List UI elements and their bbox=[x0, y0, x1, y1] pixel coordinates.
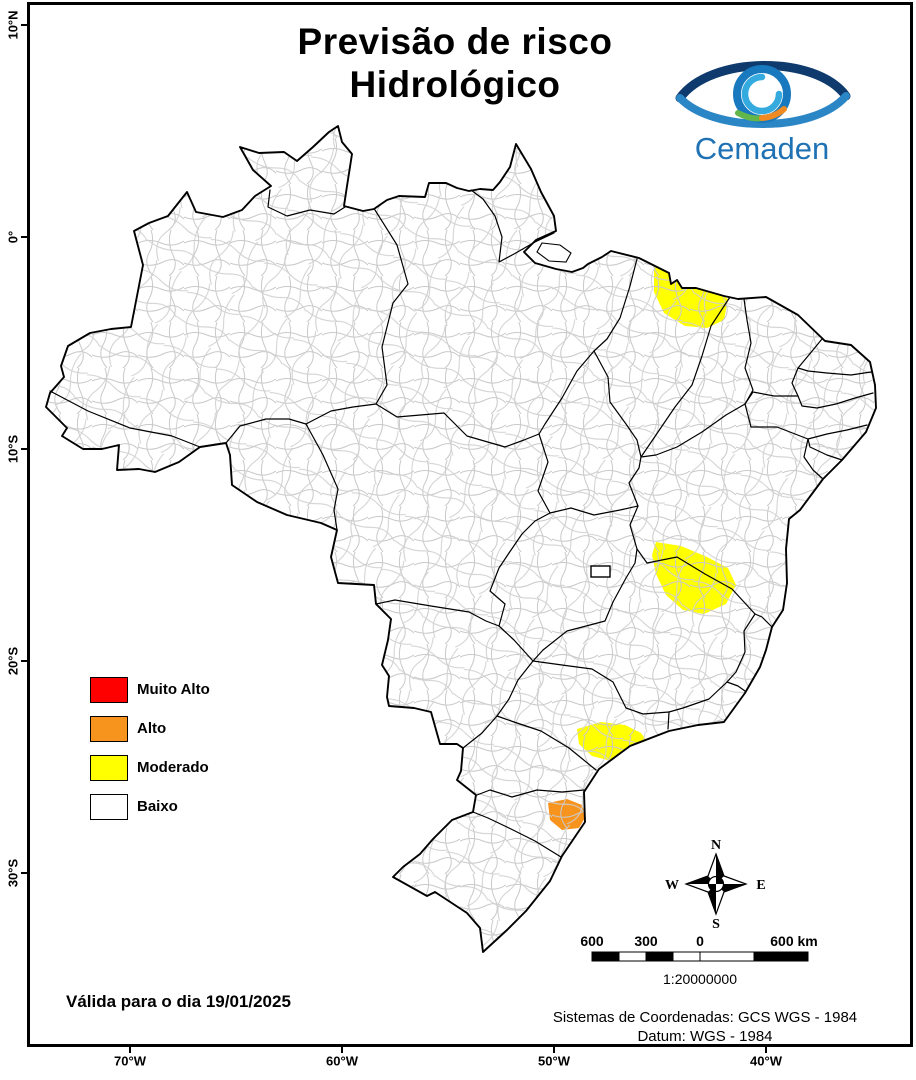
title-line2: Hidrológico bbox=[349, 64, 561, 105]
state-border bbox=[532, 649, 544, 662]
state-border bbox=[791, 367, 799, 397]
state-border bbox=[743, 298, 754, 405]
legend-label-baixo: Baixo bbox=[137, 798, 178, 815]
state-border bbox=[305, 403, 377, 425]
state-border bbox=[374, 209, 409, 405]
state-borders bbox=[49, 189, 874, 858]
state-border bbox=[807, 438, 843, 461]
legend-swatch-baixo bbox=[90, 793, 128, 820]
state-border bbox=[593, 258, 638, 352]
state-border bbox=[267, 189, 346, 217]
state-border bbox=[532, 660, 670, 715]
state-border bbox=[542, 548, 638, 651]
scale-ratio: 1:20000000 bbox=[663, 971, 737, 987]
lat-label-10n: 10°N bbox=[5, 10, 21, 40]
state-border bbox=[538, 350, 595, 435]
state-border bbox=[537, 433, 551, 514]
scale-bar: 600 300 0 600 km 1:20000000 bbox=[580, 933, 817, 987]
state-border bbox=[636, 548, 756, 615]
state-border bbox=[489, 512, 551, 627]
legend-label-alto: Alto bbox=[137, 720, 167, 737]
state-border bbox=[668, 681, 728, 713]
brazil-outline-path bbox=[45, 125, 877, 953]
state-border bbox=[498, 625, 534, 662]
brazil-outline bbox=[45, 125, 877, 953]
state-border bbox=[496, 660, 534, 717]
state-border bbox=[667, 711, 670, 730]
map-title: Previsão de risco Hidrológico bbox=[170, 20, 740, 106]
projection-note-line1: Sistemas de Coordenadas: GCS WGS - 1984 bbox=[552, 1009, 858, 1026]
cemaden-logo: Cemaden bbox=[675, 61, 851, 166]
validity-date: Válida para o dia 19/01/2025 bbox=[66, 992, 291, 1011]
compass-w-label: W bbox=[665, 878, 679, 893]
lat-label-30s: 30°S bbox=[5, 858, 21, 888]
state-border bbox=[744, 391, 799, 405]
lon-label-60w: 60°W bbox=[326, 1053, 358, 1069]
lon-label-40w: 40°W bbox=[750, 1053, 782, 1069]
legend-swatch-alto bbox=[90, 715, 128, 742]
projection-note: Sistemas de Coordenadas: GCS WGS - 1984 … bbox=[500, 1008, 910, 1046]
state-border bbox=[593, 350, 642, 458]
logo-lower-lid bbox=[676, 92, 850, 128]
state-border bbox=[476, 789, 585, 798]
compass-n-label: N bbox=[711, 838, 721, 853]
legend-swatch-muito-alto bbox=[90, 676, 128, 703]
state-border bbox=[797, 338, 823, 369]
state-border bbox=[496, 715, 597, 771]
legend-item-baixo: Baixo bbox=[90, 793, 210, 820]
logo-orange-swoosh bbox=[759, 106, 787, 121]
state-border bbox=[225, 418, 307, 444]
graticule-ticks bbox=[21, 24, 767, 1053]
compass-s-label: S bbox=[712, 917, 720, 932]
lon-label-50w: 50°W bbox=[538, 1053, 570, 1069]
state-border bbox=[797, 392, 874, 409]
state-border bbox=[628, 456, 642, 507]
state-border bbox=[726, 613, 756, 683]
compass-rose: N S E W bbox=[665, 838, 766, 932]
title-line1: Previsão de risco bbox=[297, 21, 613, 62]
state-border bbox=[726, 681, 746, 692]
state-border bbox=[803, 438, 824, 480]
islands bbox=[536, 242, 572, 263]
state-border bbox=[797, 367, 872, 376]
state-border bbox=[49, 390, 201, 448]
legend-label-moderado: Moderado bbox=[137, 759, 209, 776]
state-border bbox=[640, 403, 746, 458]
scale-label-300: 300 bbox=[634, 933, 658, 949]
state-border bbox=[629, 505, 639, 550]
logo-iris-swirl bbox=[741, 73, 783, 115]
cemaden-wordmark: Cemaden bbox=[695, 131, 829, 166]
state-border bbox=[640, 296, 731, 458]
island bbox=[536, 242, 572, 263]
compass-e-label: E bbox=[756, 878, 765, 893]
scale-label-0: 0 bbox=[696, 933, 704, 949]
projection-note-line2: Datum: WGS - 1984 bbox=[637, 1028, 773, 1045]
state-border bbox=[549, 505, 639, 516]
legend-item-muito-alto: Muito Alto bbox=[90, 676, 210, 703]
state-border bbox=[375, 403, 540, 448]
legend-label-muito-alto: Muito Alto bbox=[137, 681, 210, 698]
state-border bbox=[462, 715, 498, 749]
frame-border bbox=[27, 2, 913, 1047]
df-boundary bbox=[590, 565, 611, 578]
lat-label-10s: 10°S bbox=[5, 434, 21, 464]
state-border bbox=[375, 599, 500, 627]
lon-label-70w: 70°W bbox=[114, 1053, 146, 1069]
state-border bbox=[754, 613, 773, 628]
state-border bbox=[744, 403, 809, 440]
legend-swatch-moderado bbox=[90, 754, 128, 781]
scale-label-600-left: 600 bbox=[580, 933, 604, 949]
legend-item-alto: Alto bbox=[90, 715, 210, 742]
state-border bbox=[807, 424, 868, 440]
scale-label-600-right: 600 km bbox=[770, 933, 817, 949]
map-frame bbox=[21, 2, 913, 1053]
lat-label-0: 0° bbox=[5, 230, 21, 244]
legend: Muito Alto Alto Moderado Baixo bbox=[90, 676, 210, 832]
lat-label-20s: 20°S bbox=[5, 646, 21, 676]
legend-item-moderado: Moderado bbox=[90, 754, 210, 781]
state-border bbox=[472, 811, 562, 858]
state-border bbox=[305, 423, 339, 531]
